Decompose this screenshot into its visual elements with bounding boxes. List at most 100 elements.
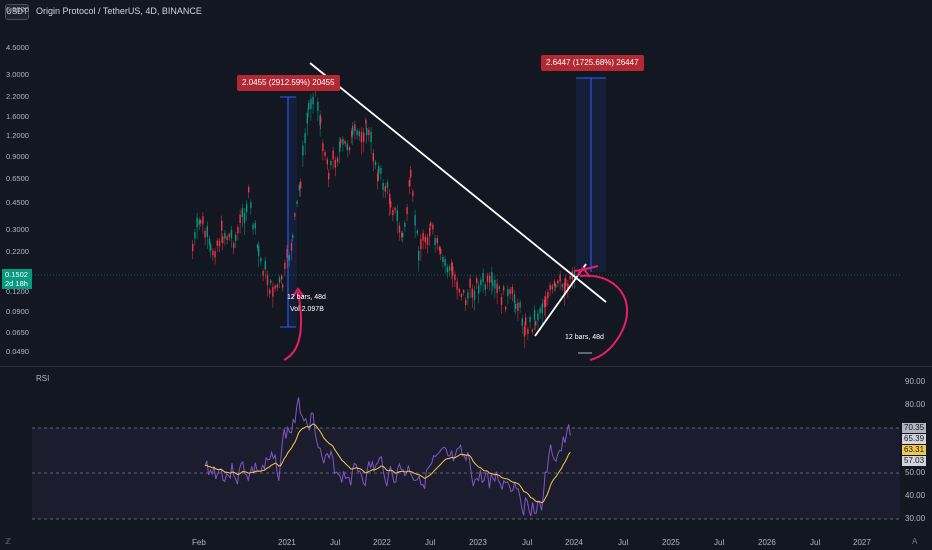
- candle-body: [429, 227, 431, 237]
- candle-body: [416, 230, 418, 234]
- candle-body: [292, 234, 294, 238]
- candle-body: [276, 284, 278, 288]
- candle-body: [414, 215, 416, 226]
- candle-body: [471, 288, 473, 298]
- candle-body: [246, 204, 248, 212]
- candle-body: [505, 306, 507, 310]
- candle-body: [221, 220, 223, 231]
- candle-body: [525, 317, 527, 326]
- candle-body: [438, 246, 441, 251]
- candle-body: [440, 248, 442, 254]
- currency-button[interactable]: USDT: [5, 4, 29, 20]
- candle-body: [235, 234, 237, 241]
- candle-body: [366, 127, 368, 136]
- candle-body: [330, 161, 332, 165]
- candle-body: [384, 186, 386, 192]
- candle-body: [543, 299, 546, 307]
- candle-body: [454, 274, 456, 281]
- candle-body: [284, 262, 286, 270]
- candle-body: [334, 160, 336, 168]
- candle-body: [237, 227, 239, 234]
- candle-body: [354, 124, 356, 132]
- candle-body: [533, 310, 536, 320]
- candle-body: [262, 271, 264, 276]
- rsi-tag-2: 65.39: [902, 434, 927, 444]
- candle-body: [306, 112, 308, 124]
- candle-body: [278, 277, 281, 283]
- candle-body: [563, 283, 566, 294]
- candle-body: [549, 284, 551, 291]
- candle-body: [317, 101, 319, 111]
- measure-box-left: [287, 97, 297, 327]
- candle-body: [300, 181, 302, 189]
- candle-body: [426, 237, 429, 245]
- candle-body: [322, 143, 324, 152]
- candle-body: [374, 161, 377, 166]
- candle-body: [360, 132, 363, 143]
- candle-body: [290, 242, 293, 251]
- candle-body: [230, 230, 233, 239]
- rsi-band: [32, 428, 900, 519]
- candle-body: [326, 159, 328, 165]
- candle-body: [494, 279, 496, 289]
- candle-body: [539, 308, 541, 314]
- auto-scale-icon[interactable]: A: [912, 537, 918, 546]
- rsi-tag-4: 57.03: [902, 456, 927, 466]
- candle-body: [204, 231, 206, 238]
- candle-body: [194, 232, 196, 239]
- candle-body: [356, 130, 358, 135]
- candle-body: [208, 238, 211, 245]
- candle-body: [484, 284, 486, 290]
- candle-body: [282, 284, 284, 288]
- measure-label-left: 2.0455 (2912.59%) 20455: [237, 75, 340, 91]
- candle-body: [404, 222, 406, 227]
- candle-body: [332, 150, 334, 160]
- candle-body: [527, 328, 529, 335]
- candle-body: [241, 208, 243, 218]
- candle-body: [521, 318, 523, 326]
- rsi-tag-3: 63.31: [902, 445, 927, 455]
- candle-body: [248, 187, 250, 193]
- candle-body: [422, 232, 424, 241]
- candle-body: [212, 250, 214, 256]
- chart-header: USDT Origin Protocol / TetherUS, 4D, BIN…: [0, 0, 932, 22]
- measure-label-right: 2.6447 (1725.68%) 26447: [541, 55, 644, 71]
- candle-body: [500, 296, 503, 305]
- timezone-icon[interactable]: ℤ: [5, 537, 11, 546]
- candle-body: [269, 289, 271, 294]
- candle-body: [250, 202, 252, 208]
- candle-body: [394, 207, 396, 211]
- symbol-title[interactable]: Origin Protocol / TetherUS, 4D, BINANCE: [36, 6, 202, 16]
- bars-label-right: 12 bars, 48d: [565, 334, 604, 341]
- candle-body: [513, 294, 516, 303]
- candle-body: [264, 261, 266, 270]
- candle-body: [531, 329, 533, 332]
- downtrend-line: [309, 62, 607, 303]
- candle-body: [480, 279, 482, 286]
- pane-divider[interactable]: [0, 366, 932, 367]
- candle-body: [336, 158, 339, 162]
- candle-body: [448, 266, 451, 272]
- candle-body: [523, 326, 526, 337]
- candle-body: [401, 232, 403, 237]
- volume-label-left: Vol 2.097B: [290, 306, 324, 313]
- candle-body: [418, 250, 420, 261]
- candle-body: [302, 145, 304, 156]
- candle-body: [569, 275, 571, 279]
- candle-body: [511, 287, 513, 294]
- candle-body: [515, 303, 517, 309]
- candle-body: [442, 256, 444, 263]
- candle-body: [351, 131, 353, 137]
- candle-body: [256, 244, 259, 248]
- candle-body: [561, 284, 563, 288]
- candle-body: [458, 289, 460, 293]
- current-price-label: 0.1502 2d 18h: [2, 269, 32, 289]
- candle-body: [320, 117, 322, 123]
- candle-body: [573, 270, 576, 279]
- candle-body: [463, 290, 465, 293]
- candle-body: [368, 129, 370, 136]
- candle-body: [410, 169, 412, 178]
- candle-body: [420, 239, 422, 250]
- candle-body: [460, 294, 463, 298]
